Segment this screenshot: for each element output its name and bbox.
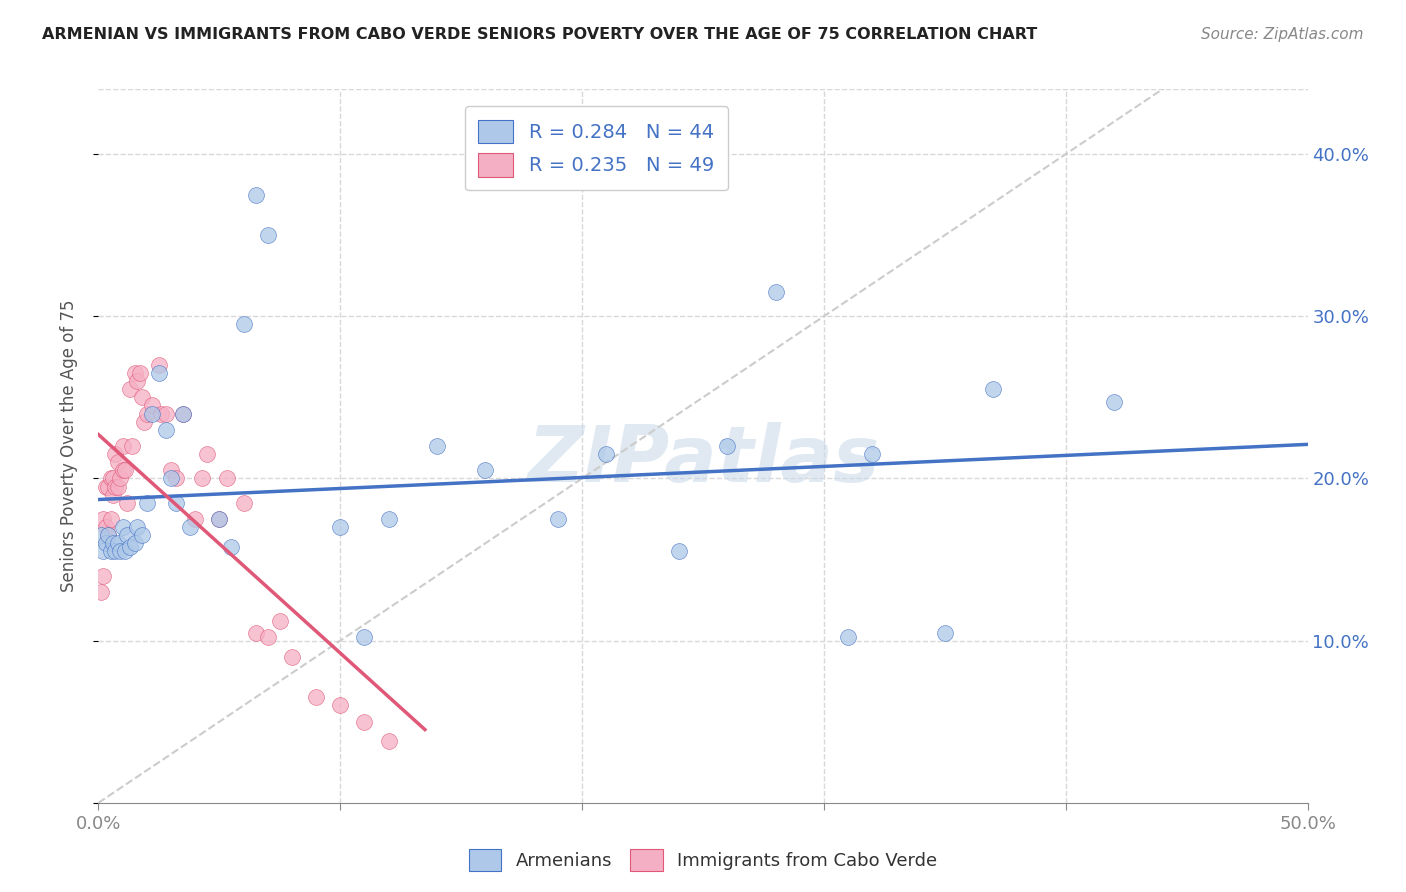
Point [104,479,127,493]
Point [269,614,291,628]
Point [148,366,170,380]
Point [107,479,129,493]
Point [547,512,569,526]
Point [94,536,117,550]
Point [668,544,690,558]
Point [111,463,134,477]
Point [91,568,114,582]
Point [90,528,112,542]
Point [127,374,149,388]
Point [595,447,617,461]
Point [134,415,156,429]
Point [155,423,177,437]
Point [232,318,254,332]
Point [90,585,112,599]
Point [195,447,218,461]
Point [135,496,157,510]
Point [111,520,134,534]
Point [94,479,117,493]
Point [172,407,194,421]
Point [860,447,883,461]
Point [172,407,194,421]
Point [165,471,187,485]
Text: ARMENIAN VS IMMIGRANTS FROM CABO VERDE SENIORS POVERTY OVER THE AGE OF 75 CORREL: ARMENIAN VS IMMIGRANTS FROM CABO VERDE S… [42,27,1038,42]
Text: Source: ZipAtlas.com: Source: ZipAtlas.com [1201,27,1364,42]
Point [474,463,496,477]
Point [191,471,214,485]
Point [131,390,153,404]
Point [107,455,129,469]
Point [141,399,163,413]
Point [100,512,122,526]
Point [127,520,149,534]
Point [114,544,136,558]
Point [131,528,153,542]
Point [353,714,375,729]
Point [124,366,146,380]
Y-axis label: Seniors Poverty Over the Age of 75: Seniors Poverty Over the Age of 75 [59,300,77,592]
Point [104,447,127,461]
Point [107,536,129,550]
Point [837,631,859,645]
Point [108,471,131,485]
Point [101,536,124,550]
Point [1102,395,1125,409]
Point [100,544,122,558]
Point [245,187,267,202]
Point [208,512,231,526]
Point [111,439,134,453]
Point [97,528,120,542]
Point [117,528,139,542]
Point [101,488,124,502]
Point [329,698,352,713]
Point [124,536,146,550]
Point [114,463,136,477]
Point [97,479,120,493]
Point [716,439,738,453]
Point [377,512,399,526]
Point [256,228,278,243]
Legend: Armenians, Immigrants from Cabo Verde: Armenians, Immigrants from Cabo Verde [461,842,945,879]
Point [91,544,114,558]
Point [934,625,956,640]
Point [245,625,267,640]
Point [155,407,177,421]
Point [104,544,127,558]
Point [135,407,157,421]
Point [426,439,449,453]
Point [118,540,141,554]
Point [232,496,254,510]
Point [215,471,238,485]
Point [100,471,122,485]
Point [765,285,787,299]
Point [981,382,1004,396]
Point [108,544,131,558]
Point [256,631,278,645]
Point [121,439,143,453]
Point [329,520,352,534]
Legend: R = 0.284   N = 44, R = 0.235   N = 49: R = 0.284 N = 44, R = 0.235 N = 49 [465,106,728,191]
Point [150,407,173,421]
Point [208,512,231,526]
Point [281,649,304,664]
Point [305,690,328,705]
Point [221,540,243,554]
Point [117,496,139,510]
Point [160,471,183,485]
Point [179,520,201,534]
Point [97,528,120,542]
Point [377,734,399,748]
Point [148,358,170,372]
Point [160,463,183,477]
Point [141,407,163,421]
Point [353,631,375,645]
Point [184,512,207,526]
Point [101,471,124,485]
Point [165,496,187,510]
Text: ZIPatlas: ZIPatlas [527,422,879,499]
Point [94,520,117,534]
Point [128,366,150,380]
Point [91,512,114,526]
Point [118,382,141,396]
